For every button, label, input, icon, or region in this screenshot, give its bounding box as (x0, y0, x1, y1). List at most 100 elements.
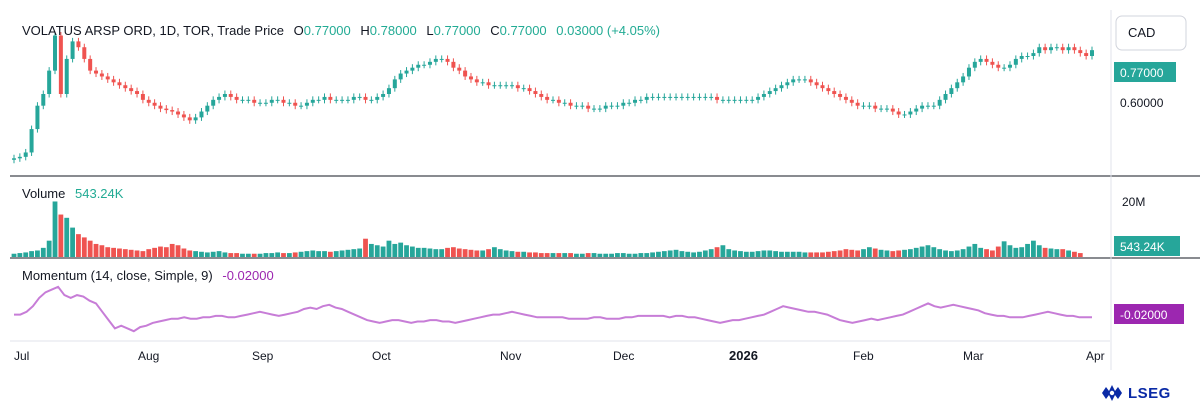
volume-bar (374, 245, 380, 257)
price-candle (931, 105, 936, 107)
price-candle (539, 94, 544, 97)
volume-bar (767, 250, 773, 257)
momentum-line (14, 285, 1092, 333)
price-candle (351, 96, 356, 100)
price-candle (896, 111, 901, 115)
volume-bar (462, 249, 468, 257)
volume-bar (122, 249, 128, 257)
volume-bar (726, 249, 732, 257)
volume-bar (486, 249, 491, 257)
volume-bar (492, 247, 497, 257)
price-candle (1031, 53, 1036, 56)
price-candle (316, 99, 321, 101)
volume-bar (538, 253, 544, 257)
price-candle (375, 96, 380, 100)
price-candle (1048, 47, 1053, 51)
volume-bar (931, 247, 937, 257)
price-candle (369, 99, 374, 101)
volume-bar (702, 250, 708, 257)
price-candle (117, 82, 122, 86)
price-candle (527, 88, 532, 92)
volume-bar (111, 247, 116, 257)
volume-bar (40, 247, 46, 257)
price-candle (890, 108, 895, 112)
price-candle (64, 58, 69, 94)
volume-bar (872, 248, 878, 257)
volume-bar (474, 250, 480, 257)
volume-bar (146, 249, 152, 257)
volume-bar (222, 252, 228, 257)
price-candle (363, 96, 368, 100)
volume-legend: Volume 543.24K (22, 186, 124, 201)
time-axis-label: Nov (500, 349, 521, 363)
price-candle (597, 108, 602, 110)
price-candle (843, 96, 848, 100)
price-candle (785, 82, 790, 86)
price-candle (867, 105, 872, 107)
price-candle (966, 67, 971, 77)
price-candle (949, 88, 954, 94)
price-candle (140, 94, 145, 100)
volume-bar (673, 249, 679, 257)
volume-bar (890, 251, 896, 257)
volume-bar (216, 251, 222, 257)
price-candle (873, 105, 878, 109)
volume-bar (363, 238, 368, 257)
volume-bar (409, 246, 415, 257)
legend-row: VOLATUS ARSP ORD, 1D, TOR, Trade Price O… (22, 23, 660, 38)
price-candle (328, 96, 333, 100)
volume-bar (445, 247, 450, 257)
volume-bar (995, 246, 1001, 257)
price-candle (287, 102, 292, 104)
price-candle (861, 105, 866, 107)
price-candle (310, 99, 315, 103)
volume-bar (52, 201, 58, 257)
price-candle (603, 105, 608, 109)
volume-pane[interactable] (11, 201, 1083, 257)
legend-low-label: L (426, 23, 433, 38)
price-candle (697, 96, 702, 98)
volume-bar (199, 251, 204, 257)
time-axis-label: Apr (1086, 349, 1105, 363)
volume-bar (849, 249, 855, 257)
volume-bar (439, 249, 445, 257)
price-candle (586, 105, 591, 109)
price-candle (58, 35, 63, 94)
momentum-pane[interactable] (14, 285, 1092, 333)
volume-bar (357, 248, 363, 257)
price-candle (480, 82, 485, 84)
time-axis[interactable]: Jul Aug Sep Oct Nov Dec 2026 Feb Mar Apr (14, 348, 1105, 363)
volume-badge-text: 543.24K (1120, 240, 1165, 254)
volume-bar (29, 251, 34, 257)
volume-bar (509, 251, 515, 257)
price-candle (679, 96, 684, 98)
volume-bar (919, 246, 925, 257)
legend-close-label: C (490, 23, 499, 38)
volume-bar (433, 249, 439, 257)
legend-close-value: 0.77000 (500, 23, 547, 38)
volume-bar (1060, 249, 1066, 257)
price-candle (76, 41, 81, 48)
price-pane[interactable] (12, 32, 1094, 164)
price-candle (199, 111, 204, 118)
volume-bar (650, 252, 655, 257)
currency-button[interactable]: CAD (1115, 15, 1187, 51)
price-candle (451, 61, 456, 68)
price-candle (252, 99, 257, 103)
price-candle (638, 99, 643, 101)
volume-bar (550, 253, 556, 257)
volume-bar (679, 251, 685, 257)
price-candle (445, 58, 450, 62)
volume-bar (685, 251, 691, 257)
price-candle (158, 105, 163, 109)
volume-bar (99, 245, 105, 257)
price-candle (123, 85, 128, 89)
volume-bar (380, 246, 386, 257)
volume-bar (64, 217, 70, 257)
price-candle (703, 96, 708, 98)
volume-bar (292, 252, 298, 257)
volume-bar (351, 249, 357, 257)
price-candle (1037, 47, 1042, 54)
lseg-wordmark: LSEG (1128, 384, 1171, 402)
